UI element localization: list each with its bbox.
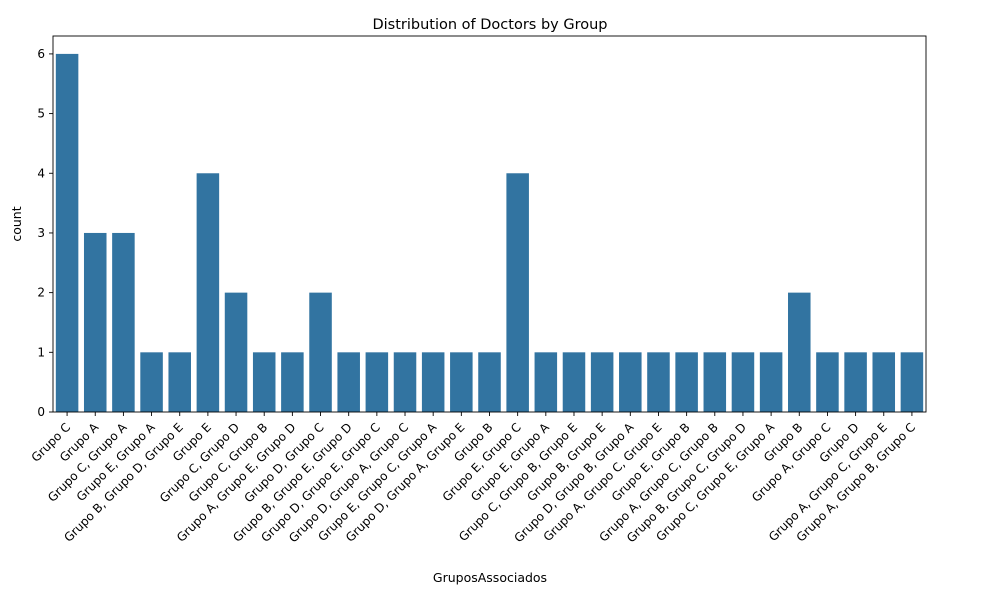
bar	[196, 173, 220, 412]
bar	[450, 352, 473, 412]
y-tick-label: 0	[37, 405, 45, 419]
bar	[647, 352, 670, 412]
bar	[281, 352, 304, 412]
plot-frame	[52, 35, 927, 413]
bar	[309, 292, 332, 412]
bar	[675, 352, 698, 412]
chart-title: Distribution of Doctors by Group	[372, 17, 607, 33]
x-axis-label: GruposAssociados	[433, 570, 547, 585]
bar	[562, 352, 586, 412]
bar	[140, 352, 163, 412]
bar	[844, 352, 867, 412]
bar	[337, 352, 360, 412]
bar	[168, 352, 191, 412]
y-tick-label: 2	[37, 286, 45, 300]
bar	[816, 352, 839, 412]
y-axis-ticks: 0 1 2 3 4 5 6	[37, 47, 53, 419]
y-tick-label: 6	[37, 47, 45, 61]
bar	[478, 352, 501, 412]
bar	[506, 173, 529, 412]
bar	[788, 292, 811, 412]
y-tick-label: 1	[37, 345, 45, 359]
y-tick-label: 4	[37, 166, 45, 180]
bar	[55, 53, 79, 413]
bar	[421, 352, 445, 412]
y-tick-label: 5	[37, 107, 45, 121]
bar	[534, 352, 558, 412]
bar	[365, 352, 389, 412]
bar	[224, 292, 248, 412]
bar	[703, 352, 727, 412]
bar	[83, 232, 107, 412]
bar	[759, 352, 783, 412]
y-axis-label: count	[9, 206, 24, 241]
y-tick-label: 3	[37, 226, 45, 240]
bar	[393, 352, 417, 412]
bar	[252, 352, 276, 412]
bar	[872, 352, 896, 412]
bar	[731, 352, 755, 412]
bar	[619, 352, 642, 412]
bar	[900, 352, 924, 412]
bar	[112, 232, 135, 412]
bars-group	[55, 53, 924, 413]
bar	[590, 352, 614, 412]
